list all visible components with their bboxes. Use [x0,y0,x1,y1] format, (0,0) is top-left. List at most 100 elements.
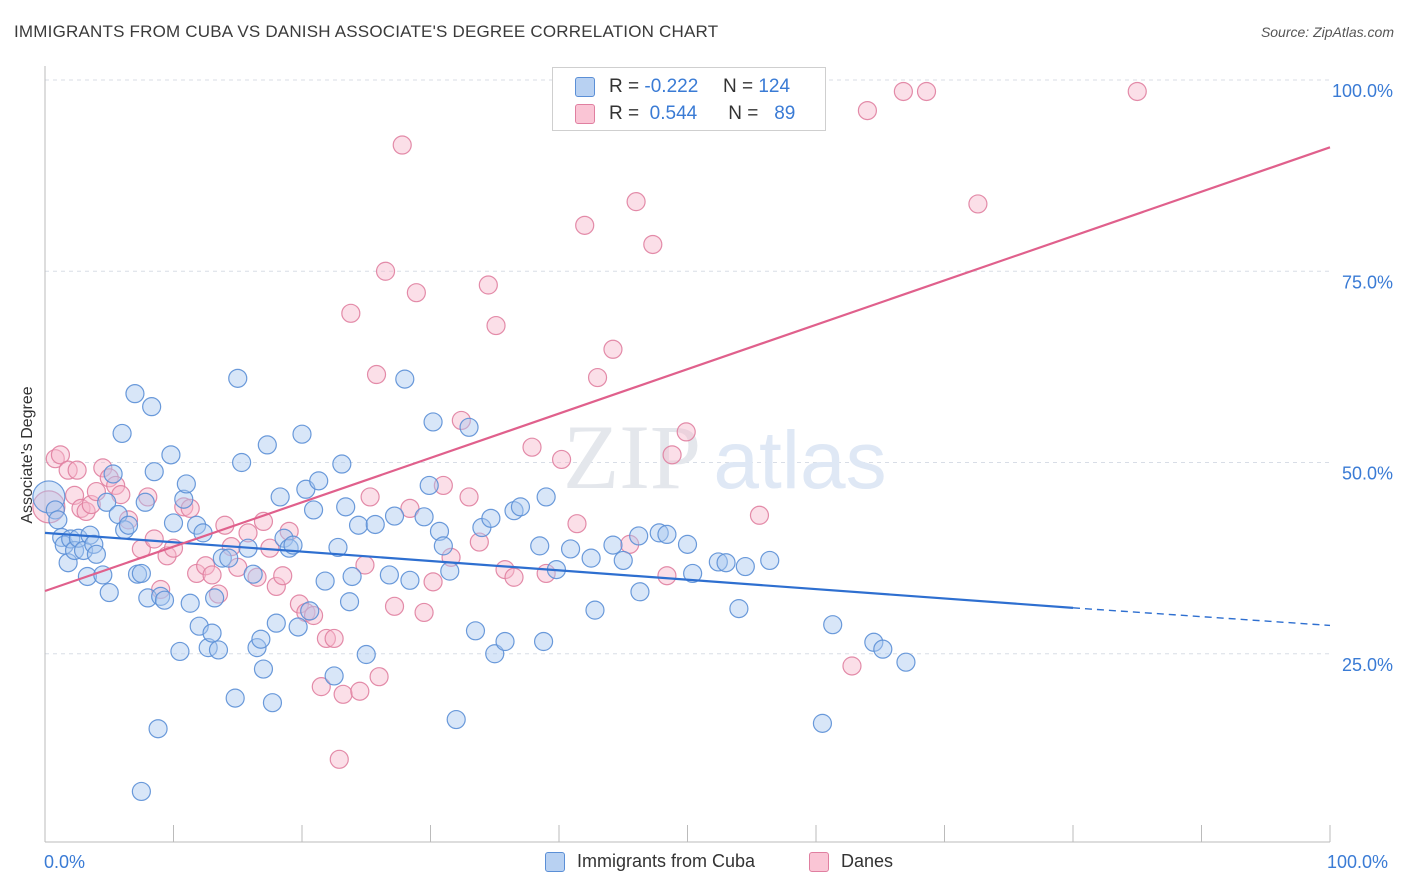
cuba-point [485,644,505,664]
cuba-point [212,548,232,568]
danes-point [106,475,126,496]
danes-point [603,339,623,359]
cuba-trend-line [44,531,1074,609]
cuba-point [812,713,833,733]
cuba-point [288,617,308,637]
cuba-point [440,561,460,581]
cuba-point [142,397,162,417]
trend-lines [44,146,1331,627]
source-credit: Source: ZipAtlas.com [1260,24,1394,40]
danes-point [575,215,595,235]
danes-point [202,565,222,585]
cuba-point [300,601,320,621]
danes-point [414,602,434,623]
cuba-point [760,550,780,571]
danes-point [384,596,405,616]
cuba-point [677,534,698,554]
danes-point [406,283,426,303]
cuba-point [365,514,385,535]
cuba-point [339,592,360,612]
cuba-point [356,644,376,665]
legend-row-danes: R = 0.544 N = 89 [575,101,795,127]
cuba-point [510,497,531,517]
danes-point [433,475,453,496]
danes-point [676,422,696,442]
cuba-point [536,487,556,507]
legend-r-label: R = [609,103,640,124]
cuba-point [649,523,669,543]
danes-point [238,523,258,543]
cuba-point [303,500,324,520]
cuba-point [174,489,194,509]
cuba-point [630,582,650,602]
legend-swatch-pink [575,104,595,124]
legend-swatch-blue [575,77,595,97]
legend-r-value: -0.222 [644,76,699,97]
danes-point [266,576,286,597]
cuba-point [309,471,329,491]
cuba-point [465,621,486,641]
cuba-point [395,369,415,389]
cuba-point [348,515,369,535]
danes-point [916,81,937,102]
cuba-point [151,586,171,606]
cuba-point [384,506,405,526]
cuba-point [328,537,348,558]
cuba-point [112,423,132,444]
danes-point [459,487,479,507]
legend-n-label: N = [728,103,759,124]
danes-point [273,566,293,586]
danes-point [587,367,608,388]
cuba-point [423,412,443,432]
legend-swatch-blue [545,851,565,872]
danes-point [375,261,396,281]
danes-point [311,677,331,697]
cuba-point [459,417,479,437]
danes-point [71,498,91,518]
cuba-point [32,480,66,514]
cuba-point [99,582,119,603]
cuba-point [208,640,229,660]
legend-r-value: 0.544 [649,103,698,124]
cuba-point [332,454,352,474]
cuba-point [144,462,164,482]
cuba-point [266,613,286,633]
danes-point [99,468,119,488]
danes-point [360,487,380,507]
legend-item-danes[interactable]: Danes [809,851,893,872]
cuba-trend-extension [1072,607,1331,627]
cuba-point [148,719,168,739]
chart-title: IMMIGRANTS FROM CUBA VS DANISH ASSOCIATE… [14,22,719,41]
cuba-point [202,623,222,643]
danes-point [567,514,587,534]
y-tick-label: 25.0% [1342,655,1393,675]
cuba-point [414,507,434,527]
cuba-point [86,544,107,564]
cuba-point [243,564,263,584]
legend-n-label: N = [722,76,754,97]
cuba-point [97,492,117,512]
cuba-point [581,548,601,568]
cuba-point [823,615,843,635]
danes-point [50,445,71,465]
y-tick-labels: 25.0% 50.0% 75.0% 100.0% [1332,81,1393,675]
danes-point [504,567,524,587]
cuba-point [118,515,139,535]
danes-point [341,303,361,323]
cuba-point [187,515,207,535]
cuba-point [262,693,283,713]
danes-point [366,364,387,385]
danes-point [968,194,988,214]
legend-item-cuba[interactable]: Immigrants from Cuba [545,851,755,872]
danes-point [551,449,572,470]
legend-n-value: 124 [758,76,791,97]
legend-n-value: 89 [774,103,796,124]
danes-point [643,234,663,255]
danes-point [118,510,139,530]
danes-point [93,458,113,478]
cuba-point [58,553,78,573]
cuba-point [873,639,893,659]
danes-trend-line [44,146,1331,593]
cuba-point [613,550,633,571]
